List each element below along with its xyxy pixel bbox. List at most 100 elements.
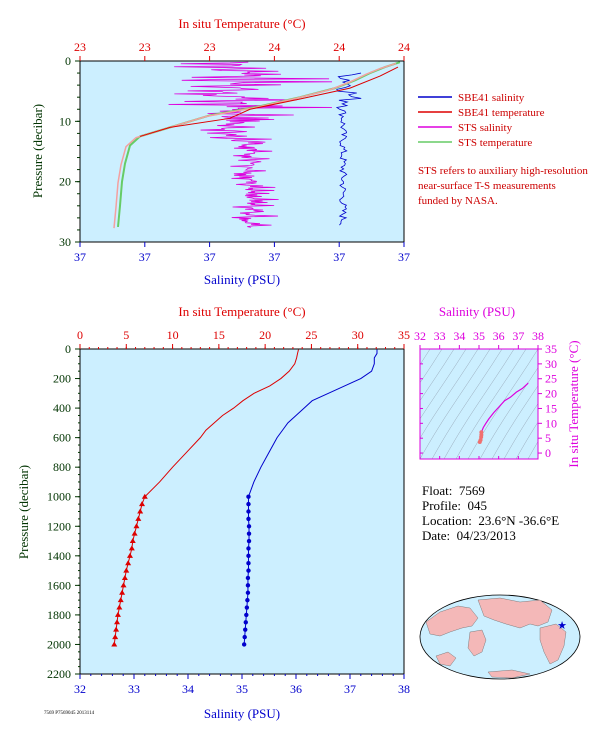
ts-sal-tick-label: 38 <box>532 329 544 343</box>
info-profile-value: 045 <box>467 498 488 513</box>
ts-temp-tick-label: 30 <box>545 357 557 371</box>
temperature-marker <box>121 574 128 580</box>
main-temp-tick-label: 25 <box>305 328 317 342</box>
legend-label: STS temperature <box>458 137 532 149</box>
info-date-value: 04/23/2013 <box>456 528 516 543</box>
temperature-marker <box>113 626 120 632</box>
salinity-marker <box>245 575 251 581</box>
top-temperature-axis-label: In situ Temperature (°C) <box>178 16 305 31</box>
salinity-marker <box>246 531 252 536</box>
main-pressure-tick-label: 200 <box>53 372 71 386</box>
sbe41-temperature-line <box>139 66 399 137</box>
sts-note: STS refers to auxiliary high-resolution … <box>418 165 588 207</box>
salinity-marker <box>243 627 248 632</box>
info-date-label: Date: <box>422 528 451 543</box>
temperature-marker <box>137 508 144 514</box>
legend-label: STS salinity <box>458 122 513 134</box>
float-location-star-icon: ★ <box>557 620 567 632</box>
ts-temp-tick-label: 10 <box>545 416 557 430</box>
top-sal-tick-label: 37 <box>139 250 151 264</box>
ts-sal-tick-label: 33 <box>434 329 446 343</box>
info-float-label: Float: <box>422 483 453 498</box>
map-land-continent-a <box>467 629 487 657</box>
ts-density-contour <box>455 349 527 459</box>
ts-density-contour <box>527 441 538 459</box>
main-temp-tick-label: 10 <box>167 328 179 342</box>
map-land-asia-west <box>425 605 479 637</box>
main-temp-tick-label: 0 <box>77 328 83 342</box>
info-float-value: 7569 <box>458 483 485 498</box>
ts-temp-tick-label: 0 <box>545 446 551 460</box>
main-temp-tick-label: 5 <box>123 328 129 342</box>
sts-salinity-trace <box>168 61 333 228</box>
ts-sal-tick-label: 36 <box>493 329 505 343</box>
top-profile-lines <box>113 61 401 229</box>
ts-temp-tick-label: 15 <box>545 401 557 415</box>
ts-density-contour <box>515 421 538 459</box>
main-pressure-tick-label: 1000 <box>47 490 71 504</box>
temperature-marker <box>114 619 121 625</box>
top-temp-tick-label: 24 <box>398 40 410 54</box>
info-float: Float: 7569 <box>422 483 485 498</box>
salinity-marker <box>246 501 251 507</box>
main-salinity-axis-label: Salinity (PSU) <box>204 706 280 721</box>
ts-density-contour <box>491 385 538 459</box>
main-sal-tick-label: 35 <box>236 682 248 696</box>
main-sal-tick-label: 37 <box>344 682 356 696</box>
temperature-marker <box>112 634 119 640</box>
ts-sal-tick-label: 32 <box>414 329 426 343</box>
top-temp-tick-label: 24 <box>333 40 345 54</box>
salinity-marker <box>246 568 251 573</box>
footer-code: 7569 P7569045 2013114 <box>44 711 95 716</box>
main-pressure-tick-label: 1600 <box>47 578 71 592</box>
main-temp-tick-label: 35 <box>398 328 410 342</box>
temperature-marker <box>126 552 133 558</box>
temperature-marker <box>117 597 124 603</box>
salinity-marker <box>246 524 252 529</box>
top-salinity-axis-label: Salinity (PSU) <box>204 272 280 287</box>
ts-density-contour <box>503 403 538 459</box>
main-panel: 0 5 10 15 20 25 30 35 32 33 34 35 36 37 38 0 200 400 600 80… <box>16 304 410 721</box>
main-pressure-tick-label: 800 <box>53 460 71 474</box>
map-land-australia <box>435 651 457 667</box>
ts-density-contour <box>420 349 455 402</box>
salinity-marker <box>245 597 250 603</box>
sts-salinity-line <box>168 61 333 228</box>
ts-deep-point <box>479 435 484 439</box>
salinity-marker <box>241 642 247 647</box>
temperature-marker <box>125 560 132 566</box>
ts-temperature-axis-label: In situ Temperature (°C) <box>566 340 581 467</box>
ts-density-contour <box>420 349 479 439</box>
ts-density-contour <box>420 349 467 420</box>
legend-label: SBE41 temperature <box>458 107 545 119</box>
main-plot-area <box>80 349 404 674</box>
main-sal-tick-label: 33 <box>128 682 140 696</box>
ts-density-contour <box>431 349 503 459</box>
top-sal-tick-label: 37 <box>74 250 86 264</box>
info-location-label: Location: <box>422 513 472 528</box>
top-pressure-tick-label: 10 <box>59 114 71 128</box>
temperature-marker <box>114 611 121 617</box>
temperature-marker <box>139 501 146 507</box>
ts-temp-tick-label: 35 <box>545 342 557 356</box>
top-panel: 23 23 23 24 24 24 37 37 37 37 37 37 0 10 20 30 In situ … <box>30 16 410 287</box>
salinity-marker <box>246 516 251 522</box>
sbe41-salinity-line <box>335 72 362 226</box>
info-profile-label: Profile: <box>422 498 461 513</box>
top-pressure-tick-label: 30 <box>59 235 71 249</box>
salinity-marker <box>246 546 251 551</box>
ts-data-points <box>477 382 529 445</box>
ts-density-contour <box>420 349 491 459</box>
world-map: ★ <box>419 594 581 680</box>
main-axis-ticks: 0 5 10 15 20 25 30 35 32 33 34 35 36 37 38 0 200 400 600 80… <box>47 328 410 696</box>
map-land-antarctica <box>487 669 531 679</box>
ts-deep-point <box>477 440 482 445</box>
temperature-marker <box>116 604 123 610</box>
ts-temp-tick-label: 25 <box>545 372 557 386</box>
ts-density-contour <box>479 367 538 459</box>
main-temp-tick-label: 15 <box>213 328 225 342</box>
temperature-marker <box>129 538 136 544</box>
salinity-marker <box>246 494 251 499</box>
